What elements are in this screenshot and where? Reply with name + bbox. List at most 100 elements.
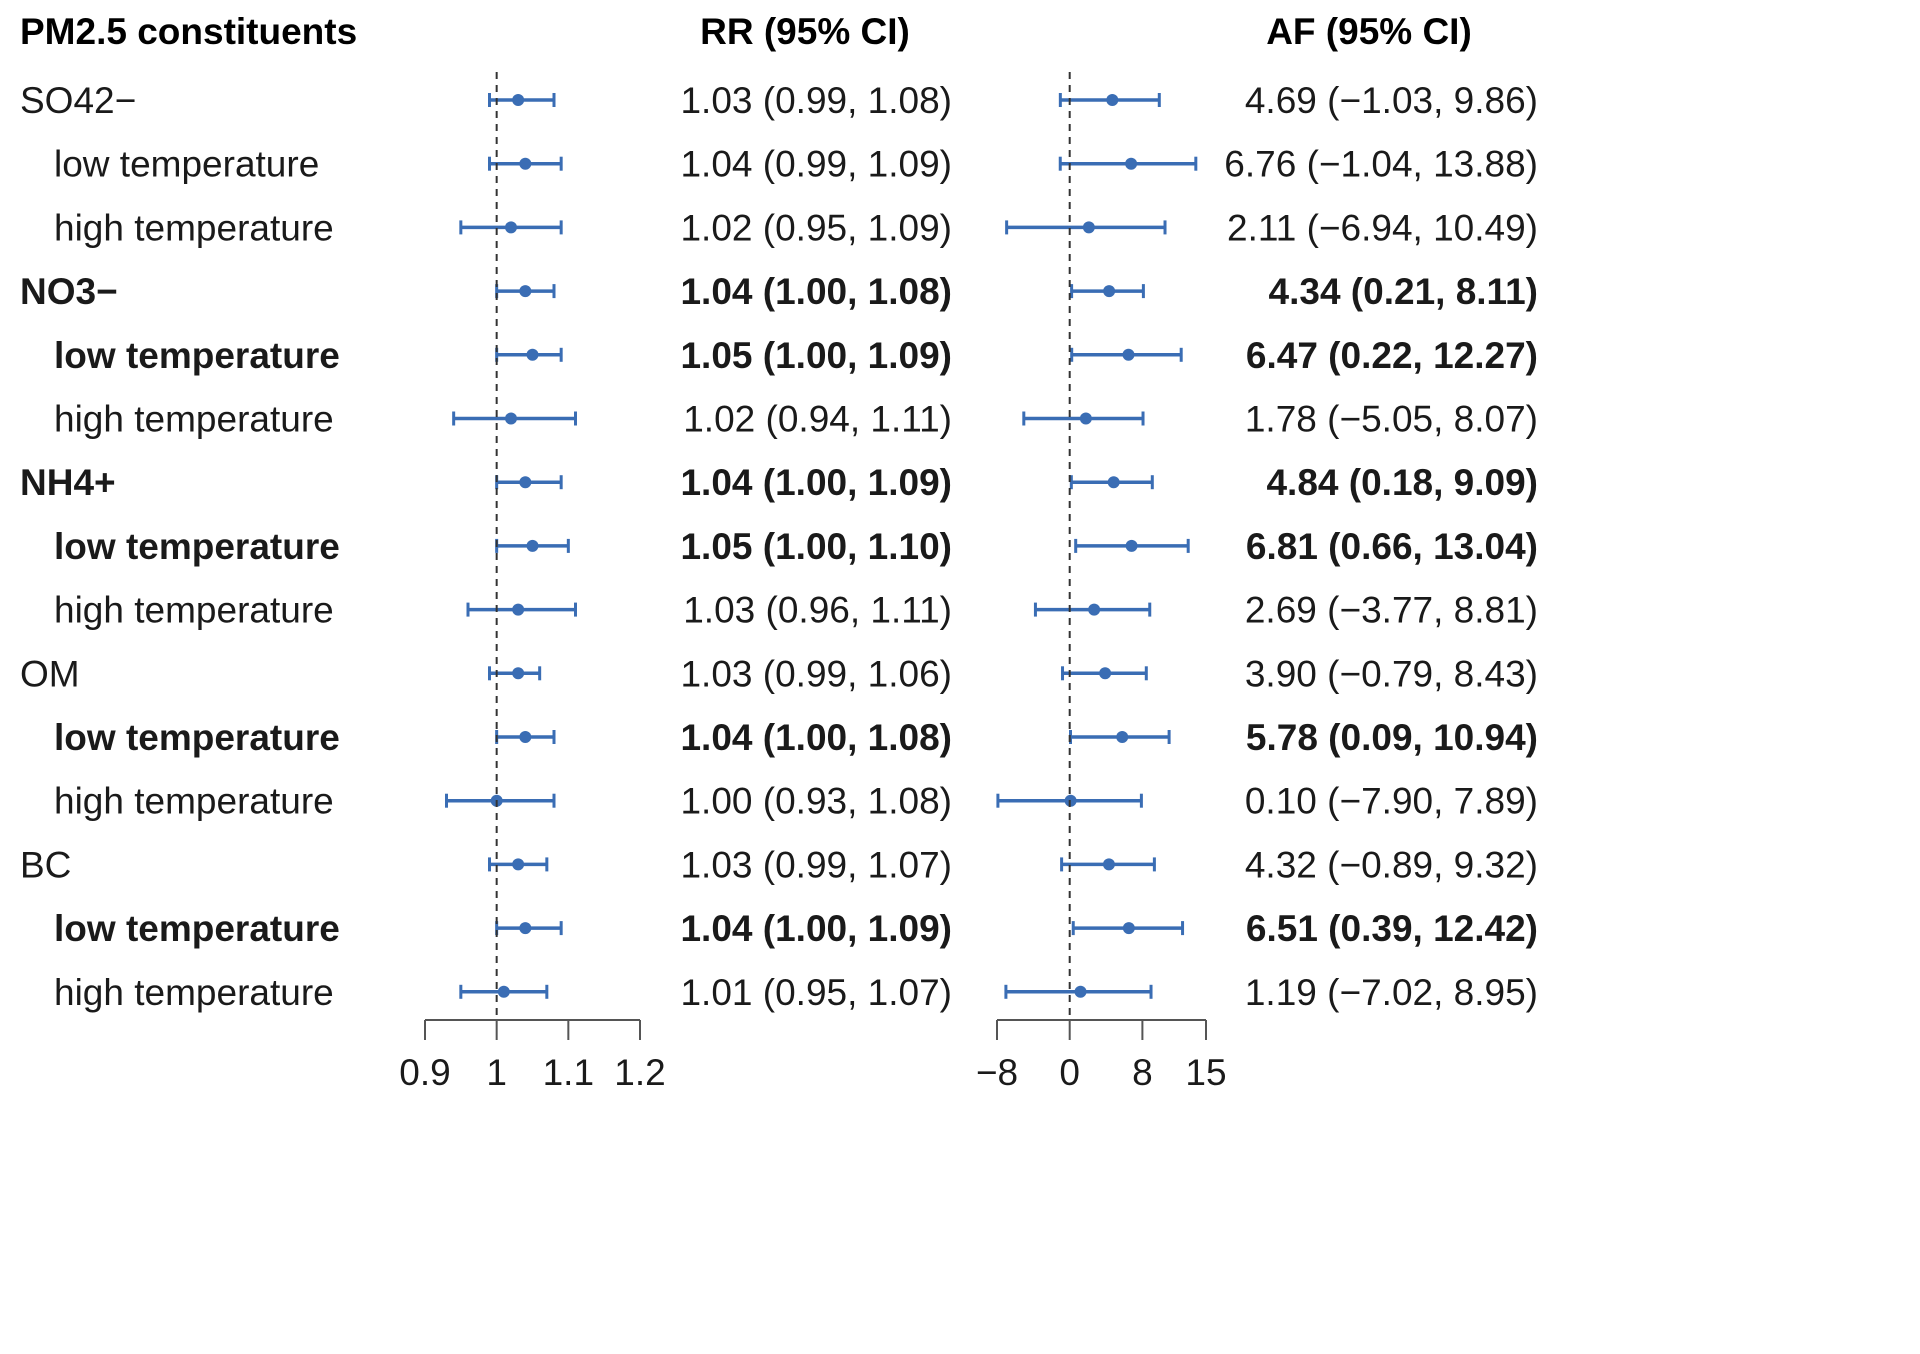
forest-plot: PM2.5 constituents RR (95% CI) AF (95% C…: [20, 11, 1538, 1093]
rr-point: [512, 603, 525, 616]
row-label: NH4+: [20, 462, 116, 503]
af-value: 1.78 (−5.05, 8.07): [1245, 399, 1538, 440]
rr-value: 1.02 (0.95, 1.09): [680, 207, 952, 248]
rr-point: [526, 348, 539, 361]
forest-row: low temperature 1.04 (0.99, 1.09) 6.76 (−1…: [54, 144, 1538, 185]
forest-row: BC 1.03 (0.99, 1.07) 4.32 (−0.89, 9.32): [20, 844, 1538, 885]
rr-point: [505, 412, 517, 425]
row-label: low temperature: [54, 908, 340, 949]
rr-point: [519, 157, 532, 170]
af-point: [1082, 221, 1095, 234]
rr-axis-tick-label: 1.2: [614, 1052, 665, 1093]
rr-axis-tick-label: 1.1: [543, 1052, 594, 1093]
af-point: [1103, 285, 1116, 298]
rr-value: 1.05 (1.00, 1.09): [680, 335, 952, 376]
rr-point: [505, 221, 517, 234]
row-label: high temperature: [54, 781, 334, 822]
af-value: 6.81 (0.66, 13.04): [1246, 526, 1538, 567]
rr-value: 1.00 (0.93, 1.08): [680, 781, 952, 822]
af-value: 3.90 (−0.79, 8.43): [1245, 653, 1538, 694]
forest-row: high temperature 1.01 (0.95, 1.07) 1.19 (−…: [54, 972, 1538, 1013]
row-label: NO3−: [20, 271, 118, 312]
af-point: [1099, 667, 1112, 680]
rr-value: 1.01 (0.95, 1.07): [680, 972, 952, 1013]
rr-point: [526, 539, 539, 552]
forest-row: low temperature 1.05 (1.00, 1.09) 6.47 (0.…: [54, 335, 1538, 376]
forest-row: OM 1.03 (0.99, 1.06) 3.90 (−0.79, 8.43): [20, 653, 1538, 694]
af-value: 4.32 (−0.89, 9.32): [1245, 844, 1538, 885]
row-label: low temperature: [54, 717, 340, 758]
row-label: BC: [20, 844, 71, 885]
rr-value: 1.03 (0.96, 1.11): [683, 590, 952, 631]
rr-point: [519, 285, 532, 298]
rr-point: [519, 476, 532, 489]
af-point: [1122, 348, 1135, 361]
row-label: high temperature: [54, 590, 334, 631]
rr-value: 1.03 (0.99, 1.08): [680, 80, 952, 121]
af-point: [1116, 731, 1129, 743]
row-label: high temperature: [54, 399, 334, 440]
rr-value: 1.02 (0.94, 1.11): [683, 399, 952, 440]
forest-row: NH4+ 1.04 (1.00, 1.09) 4.84 (0.18, 9.09): [20, 462, 1538, 503]
forest-row: low temperature 1.05 (1.00, 1.10) 6.81 (0.…: [54, 526, 1538, 567]
af-value: 5.78 (0.09, 10.94): [1246, 717, 1538, 758]
af-axis-tick-label: −8: [976, 1052, 1018, 1093]
forest-row: low temperature 1.04 (1.00, 1.08) 5.78 (0.…: [54, 717, 1538, 758]
af-point: [1079, 412, 1092, 425]
forest-row: low temperature 1.04 (1.00, 1.09) 6.51 (0.…: [54, 908, 1538, 949]
af-value: 6.47 (0.22, 12.27): [1246, 335, 1538, 376]
af-value: 2.11 (−6.94, 10.49): [1227, 207, 1538, 248]
rr-axis-tick-label: 1: [486, 1052, 507, 1093]
row-label: low temperature: [54, 144, 319, 185]
rr-point: [519, 731, 532, 743]
forest-row: high temperature 1.02 (0.94, 1.11) 1.78 (−…: [54, 399, 1538, 440]
rr-value: 1.04 (1.00, 1.09): [680, 908, 952, 949]
af-value: 4.84 (0.18, 9.09): [1266, 462, 1538, 503]
rr-value: 1.03 (0.99, 1.06): [680, 653, 952, 694]
rr-point: [512, 667, 525, 680]
rr-point: [512, 858, 525, 871]
row-label: high temperature: [54, 207, 334, 248]
rr-point: [497, 985, 510, 998]
af-axis-tick-label: 15: [1185, 1052, 1226, 1093]
rr-axis-tick-label: 0.9: [399, 1052, 450, 1093]
forest-row: high temperature 1.03 (0.96, 1.11) 2.69 (−…: [54, 590, 1538, 631]
af-value: 6.76 (−1.04, 13.88): [1224, 144, 1538, 185]
header-rr: RR (95% CI): [700, 11, 910, 52]
rr-value: 1.04 (1.00, 1.08): [680, 271, 952, 312]
af-point: [1102, 858, 1115, 871]
af-value: 4.34 (0.21, 8.11): [1269, 271, 1538, 312]
row-label: low temperature: [54, 526, 340, 567]
af-point: [1106, 94, 1119, 106]
af-point: [1125, 539, 1138, 552]
af-value: 1.19 (−7.02, 8.95): [1245, 972, 1538, 1013]
forest-row: NO3− 1.04 (1.00, 1.08) 4.34 (0.21, 8.11): [20, 271, 1538, 312]
af-point: [1074, 985, 1087, 998]
forest-row: SO42− 1.03 (0.99, 1.08) 4.69 (−1.03, 9.86): [20, 80, 1538, 121]
af-point: [1125, 157, 1138, 170]
rr-value: 1.05 (1.00, 1.10): [680, 526, 952, 567]
rr-point: [519, 922, 532, 935]
header-label: PM2.5 constituents: [20, 11, 357, 52]
rr-value: 1.04 (1.00, 1.09): [680, 462, 952, 503]
forest-row: high temperature 1.00 (0.93, 1.08) 0.10 (−…: [54, 781, 1538, 822]
forest-row: high temperature 1.02 (0.95, 1.09) 2.11 (−…: [54, 207, 1538, 248]
af-axis-tick-label: 8: [1132, 1052, 1153, 1093]
af-point: [1122, 922, 1135, 935]
af-value: 4.69 (−1.03, 9.86): [1245, 80, 1538, 121]
af-value: 6.51 (0.39, 12.42): [1246, 908, 1538, 949]
row-label: low temperature: [54, 335, 340, 376]
af-point: [1088, 603, 1101, 616]
header-af: AF (95% CI): [1266, 11, 1472, 52]
row-label: high temperature: [54, 972, 334, 1013]
rr-point: [512, 94, 525, 106]
af-axis-tick-label: 0: [1059, 1052, 1080, 1093]
af-point: [1107, 476, 1120, 489]
rr-value: 1.04 (0.99, 1.09): [680, 144, 952, 185]
row-label: OM: [20, 653, 80, 694]
rows-layer: SO42− 1.03 (0.99, 1.08) 4.69 (−1.03, 9.86)…: [20, 80, 1538, 1013]
axes-layer: 0.9 1 1.1 1.2 −8 0 8 15: [399, 72, 1227, 1093]
rr-value: 1.03 (0.99, 1.07): [680, 844, 952, 885]
rr-value: 1.04 (1.00, 1.08): [680, 717, 952, 758]
af-value: 2.69 (−3.77, 8.81): [1245, 590, 1538, 631]
